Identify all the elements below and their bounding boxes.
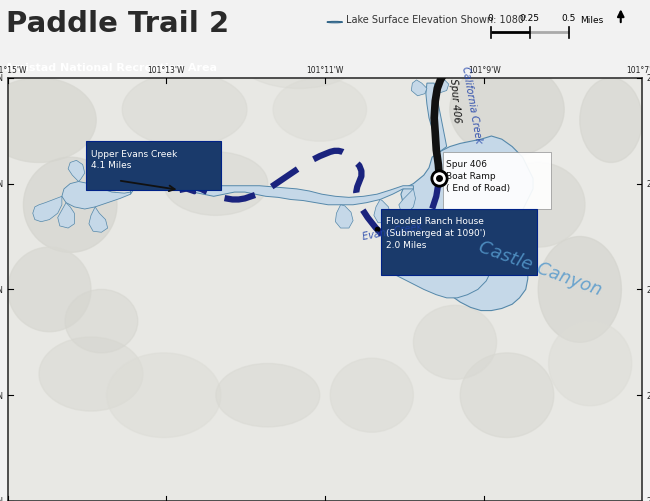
Ellipse shape — [216, 364, 320, 427]
Polygon shape — [335, 205, 353, 228]
Text: Spur 406
Boat Ramp
( End of Road): Spur 406 Boat Ramp ( End of Road) — [446, 160, 510, 192]
Polygon shape — [399, 189, 415, 214]
Text: Amistad National Recreation Area: Amistad National Recreation Area — [5, 63, 217, 73]
Text: California Creek: California Creek — [460, 66, 484, 144]
Ellipse shape — [107, 353, 221, 438]
Ellipse shape — [538, 237, 621, 343]
Ellipse shape — [0, 79, 96, 163]
Ellipse shape — [122, 73, 247, 147]
Ellipse shape — [549, 322, 632, 406]
Ellipse shape — [273, 79, 367, 142]
Text: 29°28'N: 29°28'N — [646, 286, 650, 294]
Polygon shape — [382, 212, 495, 298]
Text: 29°24'N: 29°24'N — [646, 496, 650, 501]
Text: Flooded Ranch House
(Submerged at 1090')
2.0 Miles: Flooded Ranch House (Submerged at 1090')… — [386, 217, 486, 249]
Ellipse shape — [39, 337, 143, 411]
Text: Paddle Trail 2: Paddle Trail 2 — [6, 11, 229, 38]
Ellipse shape — [164, 153, 268, 216]
Text: 101°9'W: 101°9'W — [468, 66, 500, 75]
Text: 101°15'W: 101°15'W — [0, 66, 27, 75]
FancyBboxPatch shape — [443, 153, 551, 209]
Ellipse shape — [237, 26, 361, 89]
Text: ▲ To Hwy 90: ▲ To Hwy 90 — [0, 500, 1, 501]
FancyBboxPatch shape — [381, 209, 537, 275]
Text: 101°7'W: 101°7'W — [626, 66, 650, 75]
Polygon shape — [131, 176, 413, 205]
Polygon shape — [434, 81, 448, 94]
Text: 29°24'N: 29°24'N — [0, 496, 4, 501]
Text: 29°28'N: 29°28'N — [0, 286, 4, 294]
Text: 0: 0 — [488, 14, 493, 23]
Polygon shape — [68, 161, 84, 182]
Ellipse shape — [450, 63, 564, 158]
Ellipse shape — [460, 353, 554, 438]
Ellipse shape — [65, 290, 138, 353]
Ellipse shape — [23, 158, 117, 253]
Ellipse shape — [413, 306, 497, 380]
Circle shape — [327, 23, 343, 24]
Ellipse shape — [8, 247, 91, 332]
Text: Evans Creek: Evans Creek — [361, 221, 423, 241]
Polygon shape — [62, 182, 131, 209]
Text: 29°32'N: 29°32'N — [646, 74, 650, 83]
Text: 29°32'N: 29°32'N — [0, 74, 4, 83]
Polygon shape — [411, 81, 427, 97]
Polygon shape — [32, 197, 62, 222]
Text: 29°26'N: 29°26'N — [0, 391, 4, 400]
Text: Lake Surface Elevation Shown: 1080': Lake Surface Elevation Shown: 1080' — [346, 15, 527, 25]
Text: Castle Canyon: Castle Canyon — [476, 238, 604, 299]
Polygon shape — [58, 203, 74, 228]
Text: 101°11'W: 101°11'W — [306, 66, 344, 75]
Ellipse shape — [330, 358, 413, 432]
Ellipse shape — [491, 163, 585, 247]
Polygon shape — [426, 84, 447, 153]
Polygon shape — [89, 207, 108, 233]
Text: 29°30'N: 29°30'N — [0, 180, 4, 189]
Polygon shape — [401, 137, 533, 311]
FancyBboxPatch shape — [86, 142, 221, 190]
Text: 29°26'N: 29°26'N — [646, 391, 650, 400]
Text: Miles: Miles — [580, 16, 604, 25]
Text: 101°13'W: 101°13'W — [147, 66, 185, 75]
Text: 0.5: 0.5 — [562, 14, 576, 23]
Polygon shape — [374, 200, 391, 223]
Text: Spur 406: Spur 406 — [448, 78, 462, 123]
Text: Upper Evans Creek
4.1 Miles: Upper Evans Creek 4.1 Miles — [91, 149, 177, 170]
Text: 29°30'N: 29°30'N — [646, 180, 650, 189]
Text: 0.25: 0.25 — [520, 14, 540, 23]
Ellipse shape — [580, 79, 642, 163]
